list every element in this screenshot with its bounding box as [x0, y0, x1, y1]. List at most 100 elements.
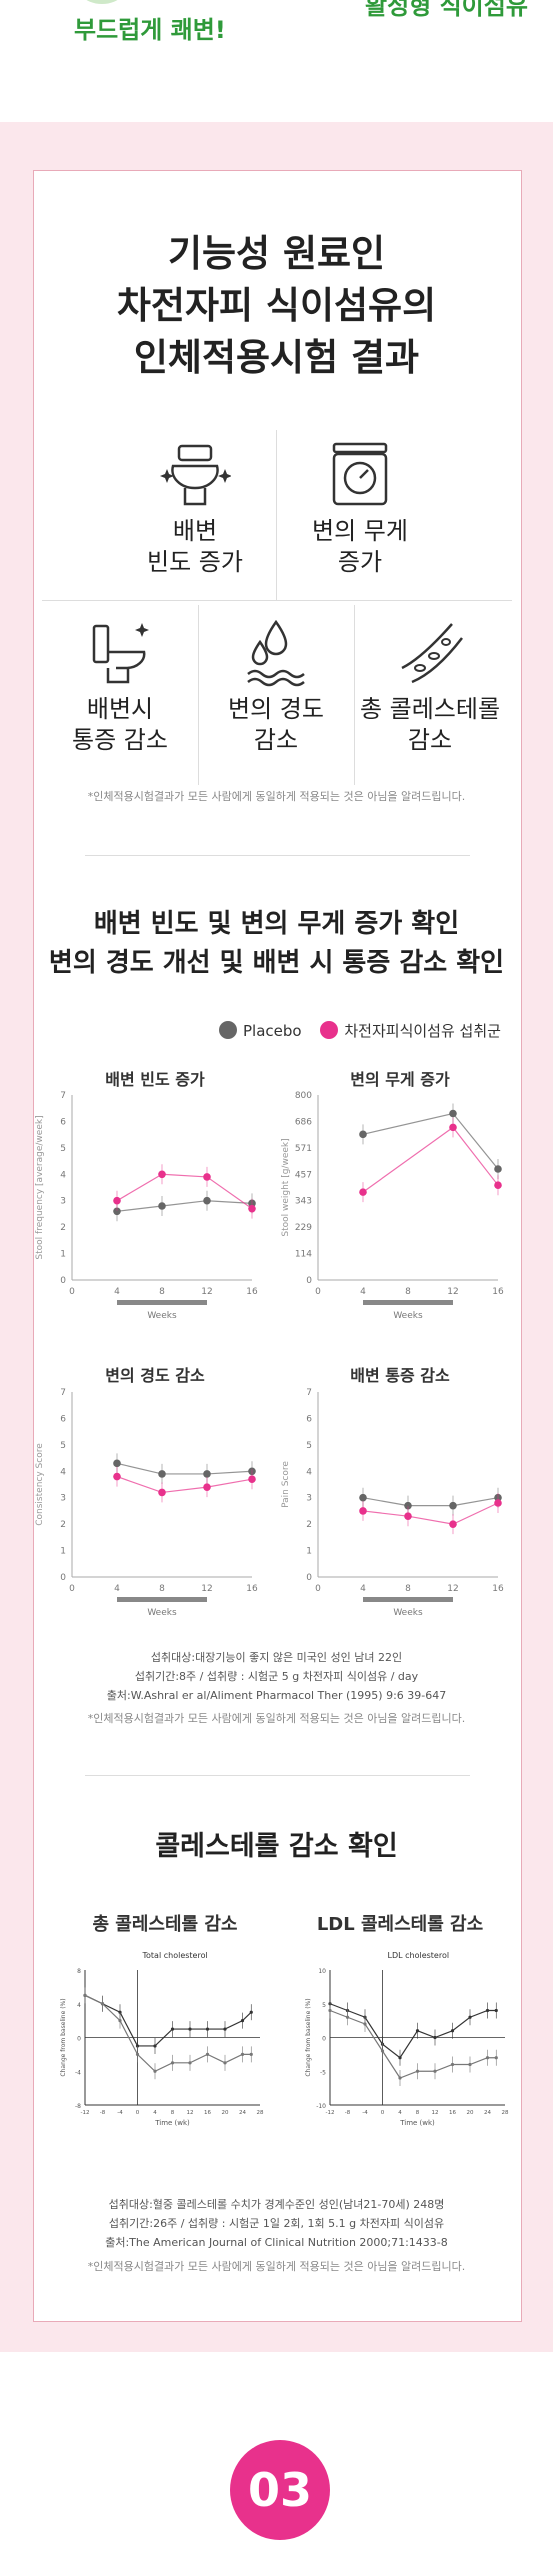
y-tick-label: 4: [60, 1467, 66, 1477]
green-circle-decoration: [70, 0, 134, 4]
data-point: [398, 2076, 402, 2080]
data-point: [404, 1501, 412, 1510]
x-tick-label: 28: [502, 2110, 509, 2116]
series-line: [362, 1502, 499, 1525]
benefit-label-line: 배변: [172, 517, 218, 545]
legend-swatch-treatment: [320, 1021, 339, 1039]
benefit-pain-reduction: 배변시 통증 감소: [50, 618, 190, 756]
x-tick-label: 0: [69, 1287, 75, 1297]
data-point: [203, 1173, 211, 1181]
data-point: [203, 1483, 211, 1491]
data-point: [153, 2069, 157, 2073]
y-tick-label: 1: [60, 1250, 66, 1260]
x-tick-label: 24: [239, 2110, 246, 2116]
treatment-period-bar: [117, 1300, 207, 1305]
data-point: [135, 2052, 140, 2056]
treatment-period-bar: [363, 1597, 453, 1602]
grid-divider: [354, 605, 355, 785]
x-tick-label: 8: [159, 1584, 165, 1594]
y-tick-label: 4: [60, 1170, 66, 1180]
y-tick-label: 4: [306, 1467, 312, 1477]
data-point: [240, 2052, 245, 2056]
benefit-label-line: 배변시: [86, 695, 154, 723]
x-tick-label: 8: [416, 2110, 420, 2116]
y-tick-label: -8: [75, 2103, 81, 2110]
y-tick-label: 3: [60, 1494, 66, 1504]
y-tick-label: 7: [306, 1388, 312, 1398]
data-point: [468, 2015, 472, 2019]
data-point: [359, 1130, 367, 1139]
toilet-sparkle-icon: [92, 623, 149, 684]
y-tick-label: 10: [318, 1968, 326, 1975]
y-tick-label: 0: [322, 2036, 326, 2043]
y-tick-label: -10: [316, 2103, 326, 2110]
y-axis-label: Stool weight [g/week]: [281, 1138, 291, 1236]
top-right-caption: 활성형 식이섬유: [365, 0, 528, 20]
chart1-title: 배변 빈도 증가: [105, 1070, 205, 1089]
y-tick-label: 0: [60, 1573, 66, 1583]
x-tick-label: -8: [345, 2110, 351, 2116]
data-point: [415, 2069, 420, 2073]
x-axis-label: Weeks: [393, 1311, 423, 1321]
x-tick-label: 12: [447, 1287, 458, 1297]
y-tick-label: 571: [295, 1144, 312, 1154]
x-tick-label: 8: [171, 2110, 175, 2116]
data-point: [113, 1459, 121, 1468]
data-point: [415, 2029, 420, 2033]
data-point: [118, 2019, 122, 2023]
source-line: 섭취대상:혈중 콜레스테롤 수치가 경계수준인 성인(남녀21-70세) 248…: [108, 2198, 445, 2211]
x-axis-label: Weeks: [393, 1608, 423, 1618]
x-tick-label: -4: [362, 2110, 368, 2116]
data-point: [449, 1501, 457, 1510]
x-tick-label: 4: [114, 1584, 120, 1594]
x-tick-label: -12: [81, 2110, 90, 2116]
data-point: [223, 2061, 227, 2065]
data-point: [398, 2056, 402, 2060]
y-tick-label: -5: [320, 2069, 326, 2076]
section1-title-line3: 인체적용시험 결과: [133, 336, 420, 379]
x-tick-label: 20: [222, 2110, 229, 2116]
data-point: [494, 2008, 498, 2013]
grid-divider: [42, 600, 512, 601]
source-line: 섭취대상:대장기능이 좋지 않은 미국인 성인 남녀 22인: [150, 1651, 403, 1664]
content-card: [33, 170, 522, 2322]
section3-title: 콜레스테롤 감소 확인: [155, 1831, 398, 1862]
benefit-cholesterol: 총 콜레스테롤 감소: [355, 618, 505, 756]
x-axis-label: Weeks: [147, 1608, 177, 1618]
data-point: [118, 2010, 122, 2014]
section-divider: [85, 855, 470, 856]
section2-title-line2: 변의 경도 개선 및 배변 시 통증 감소 확인: [48, 948, 505, 978]
series-line: [362, 1126, 499, 1193]
x-tick-label: 12: [432, 2110, 439, 2116]
benefit-label-line: 총 콜레스테롤: [359, 695, 501, 723]
x-tick-label: -12: [326, 2110, 335, 2116]
series-line: [116, 1173, 253, 1210]
data-point: [158, 1470, 166, 1478]
top-left-caption: 부드럽게 쾌변!: [74, 16, 226, 44]
data-point: [170, 2027, 175, 2031]
data-point: [468, 2062, 472, 2067]
y-tick-label: 1: [306, 1547, 312, 1557]
y-tick-label: 8: [77, 1968, 81, 1975]
x-tick-label: 12: [187, 2110, 194, 2116]
data-point: [450, 2062, 455, 2067]
x-tick-label: 24: [484, 2110, 491, 2116]
y-axis-label: Pain Score: [281, 1461, 291, 1508]
x-tick-label: 0: [136, 2110, 140, 2116]
data-point: [404, 1512, 412, 1521]
data-point: [359, 1493, 367, 1502]
step-number-badge: 03: [230, 2440, 330, 2540]
data-point: [485, 2008, 490, 2013]
x-tick-label: 16: [492, 1287, 504, 1297]
x-tick-label: 16: [492, 1584, 504, 1594]
data-point: [449, 1520, 457, 1528]
x-tick-label: 20: [467, 2110, 474, 2116]
series-line: [362, 1497, 499, 1507]
disclaimer-note: *인체적용시험결과가 모든 사람에게 동일하게 적용되는 것은 아님을 알려드립…: [87, 1712, 466, 1725]
data-point: [494, 1165, 502, 1173]
chart2-title: 변의 무게 증가: [350, 1070, 450, 1089]
y-tick-label: 2: [60, 1223, 66, 1233]
benefit-label-line: 빈도 증가: [147, 548, 243, 576]
